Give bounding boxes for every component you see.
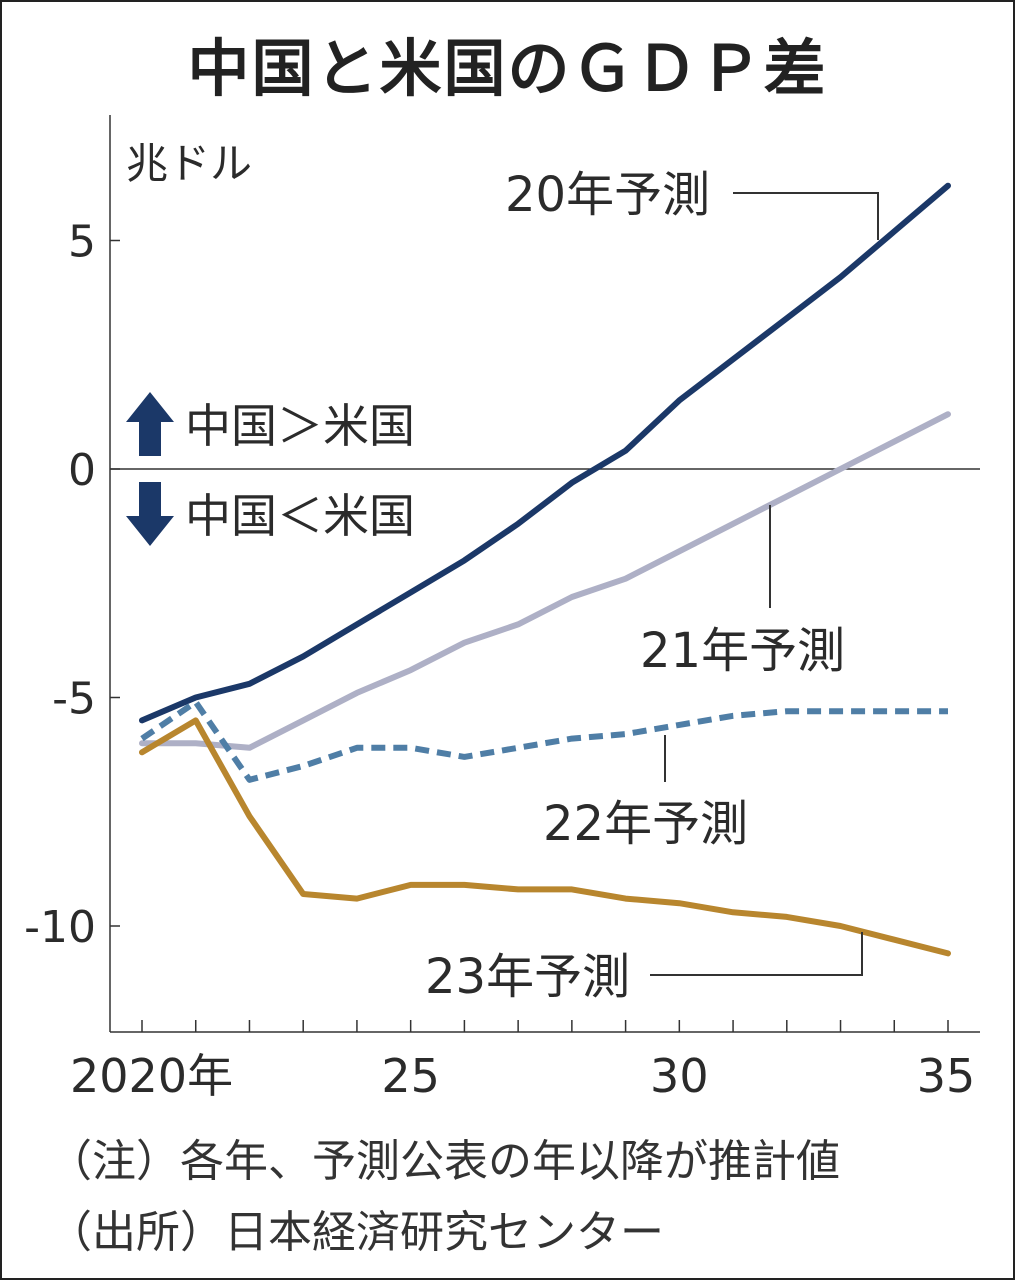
y-axis-unit-label: 兆ドル	[126, 139, 252, 188]
series-line-23	[139, 717, 951, 957]
series-label: 21年予測	[640, 623, 845, 679]
series-line-21	[139, 411, 951, 751]
y-tick-label: 0	[68, 445, 96, 496]
chart-title: 中国と米国のＧＤＰ差	[187, 32, 828, 105]
y-tick-label: -5	[52, 674, 96, 725]
series-leader-line	[650, 932, 863, 976]
series-label: 23年予測	[425, 949, 630, 1005]
source-note: （出所）日本経済研究センター	[48, 1207, 664, 1258]
series-leader-line	[733, 192, 879, 240]
series-label: 20年予測	[505, 167, 710, 223]
x-tick-label: 2020年	[70, 1049, 233, 1103]
up-arrow-icon	[126, 392, 174, 456]
x-tick-label: 35	[917, 1049, 976, 1103]
footnote: （注）各年、予測公表の年以降が推計値	[48, 1136, 840, 1187]
x-tick-label: 30	[650, 1049, 709, 1103]
y-tick-label: -10	[24, 902, 96, 953]
china-less-label: 中国＜米国	[185, 489, 415, 543]
series-line-22	[140, 699, 948, 783]
series-line-20	[139, 182, 951, 724]
china-greater-label: 中国＞米国	[185, 399, 415, 453]
series-label: 22年予測	[543, 796, 748, 852]
down-arrow-icon	[126, 482, 174, 546]
x-tick-label: 25	[381, 1049, 440, 1103]
y-tick-label: 5	[68, 217, 96, 268]
